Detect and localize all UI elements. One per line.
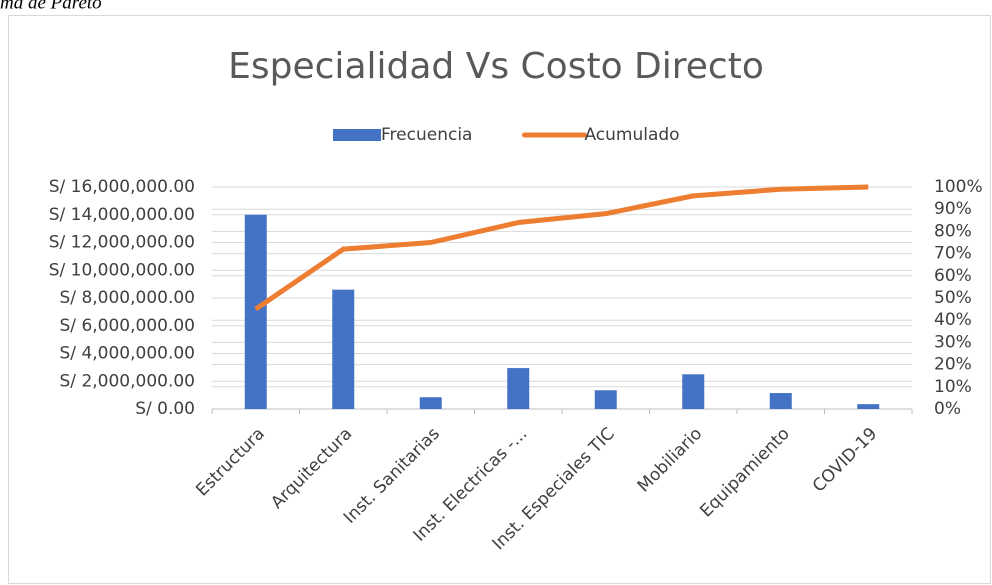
legend-label: Acumulado (584, 125, 679, 145)
bar (332, 289, 355, 409)
y2-tick-label: 40% (934, 310, 972, 330)
bar (507, 368, 530, 409)
y2-tick-label: 80% (934, 221, 972, 241)
caption: ma de Pareto (0, 0, 102, 13)
bar (419, 397, 442, 409)
y-tick-label: S/ 12,000,000.00 (49, 233, 195, 253)
bar (682, 374, 705, 409)
y2-tick-label: 0% (934, 399, 961, 419)
y2-tick-label: 10% (934, 377, 972, 397)
y-tick-label: S/ 8,000,000.00 (60, 288, 195, 308)
y2-tick-label: 60% (934, 266, 972, 286)
legend-label: Frecuencia (381, 125, 472, 145)
y2-tick-label: 90% (934, 199, 972, 219)
bar (594, 390, 617, 409)
y2-tick-label: 30% (934, 332, 972, 352)
chart-border (8, 15, 991, 584)
y-tick-label: S/ 4,000,000.00 (60, 344, 195, 364)
y-tick-label: S/ 14,000,000.00 (49, 205, 195, 225)
bar (857, 404, 880, 409)
y-tick-label: S/ 16,000,000.00 (49, 177, 195, 197)
bar (769, 393, 792, 409)
y2-tick-label: 70% (934, 244, 972, 264)
y2-tick-label: 20% (934, 355, 972, 375)
y-tick-label: S/ 10,000,000.00 (49, 260, 195, 280)
line (254, 184, 869, 312)
y-tick-label: S/ 0.00 (135, 399, 195, 419)
legend-swatch (333, 129, 381, 141)
bar (244, 214, 267, 409)
y-tick-label: S/ 6,000,000.00 (60, 316, 195, 336)
y2-tick-label: 100% (934, 177, 983, 197)
y-tick-label: S/ 2,000,000.00 (60, 371, 195, 391)
chart-title: Especialidad Vs Costo Directo (228, 46, 764, 87)
y2-tick-label: 50% (934, 288, 972, 308)
